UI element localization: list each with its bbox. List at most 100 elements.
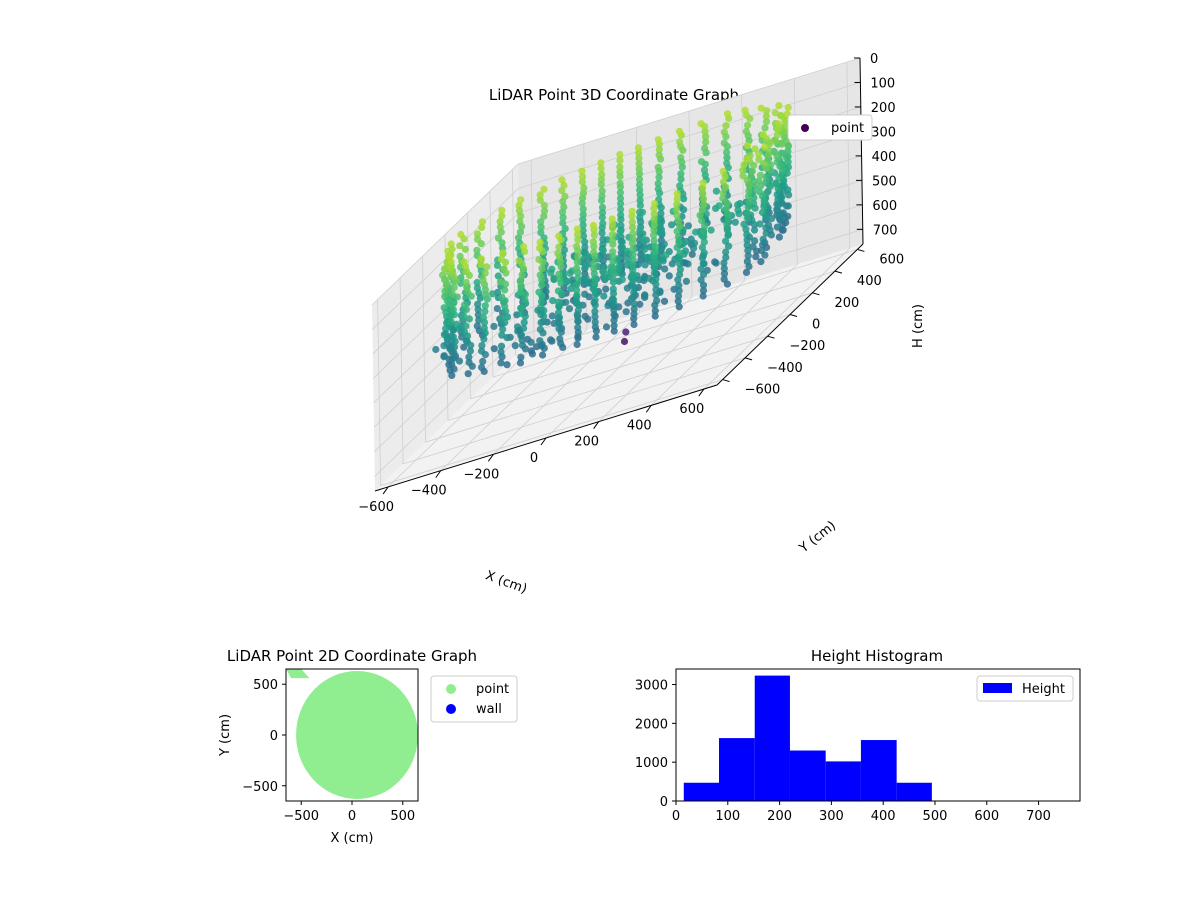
point-3d: [599, 268, 607, 276]
point-3d: [481, 302, 489, 310]
x-tick-label: 0: [672, 809, 680, 824]
y-tick: [812, 292, 820, 296]
point-3d: [758, 241, 767, 249]
point-3d: [654, 136, 662, 144]
point-3d: [447, 317, 455, 326]
point-3d: [654, 163, 662, 171]
point-3d: [675, 287, 683, 295]
point-3d: [635, 175, 644, 183]
point-3d: [497, 342, 506, 350]
point-3d: [675, 254, 683, 263]
grid-left-z: [374, 335, 522, 477]
point-3d: [536, 238, 544, 246]
y-tick-label: 0: [270, 729, 278, 744]
histogram-bar: [754, 675, 790, 801]
point-3d: [574, 306, 582, 314]
point-3d: [591, 301, 599, 309]
point-3d: [660, 240, 668, 248]
point-3d: [744, 203, 752, 211]
point-3d: [743, 209, 751, 217]
point-3d: [591, 307, 599, 315]
point-3d: [655, 146, 663, 154]
point-3d: [591, 318, 599, 326]
chart-2d-legend-marker-point: [446, 684, 456, 694]
point-3d: [707, 226, 715, 234]
point-3d: [699, 260, 707, 268]
z-tick-label: 600: [872, 199, 897, 214]
point-3d: [657, 210, 665, 218]
point-3d: [668, 221, 676, 229]
grid-floor-y: [380, 379, 723, 486]
chart-3d-legend-marker: [801, 124, 809, 132]
chart-2d-title: LiDAR Point 2D Coordinate Graph: [227, 647, 477, 665]
point-3d: [628, 218, 636, 226]
point-3d: [517, 309, 525, 318]
point-3d: [483, 263, 491, 271]
point-3d: [462, 322, 470, 330]
point-3d: [783, 154, 791, 162]
point-3d: [600, 292, 608, 300]
point-3d: [478, 347, 486, 355]
point-3d: [610, 316, 618, 324]
point-3d: [652, 275, 660, 283]
point-3d: [536, 191, 544, 199]
histogram-bar: [825, 761, 861, 801]
point-3d: [536, 337, 544, 345]
grid-left-y: [511, 169, 516, 356]
point-3d: [684, 260, 692, 268]
point-3d: [701, 128, 709, 136]
point-3d: [515, 257, 523, 265]
histogram-bar: [789, 750, 826, 801]
point-3d: [547, 269, 555, 277]
point-3d: [764, 151, 772, 159]
axis-z: [859, 57, 864, 245]
point-3d: [622, 308, 630, 316]
x-tick-label: 100: [715, 809, 740, 824]
point-3d: [720, 270, 729, 278]
point-3d: [629, 245, 637, 253]
point-3d: [477, 255, 485, 263]
point-3d: [628, 223, 637, 232]
point-3d: [651, 200, 659, 208]
point-3d: [698, 217, 706, 225]
point-3d: [514, 323, 522, 331]
chart-3d-legend-label: point: [831, 121, 864, 136]
point-3d: [651, 307, 659, 315]
point-3d: [650, 269, 659, 277]
point-3d: [442, 281, 450, 289]
histogram-bar: [896, 782, 932, 801]
grid-floor-y: [425, 335, 768, 443]
point-3d: [589, 221, 598, 230]
point-3d: [752, 253, 760, 261]
point-3d: [655, 173, 663, 181]
point-3d: [462, 278, 470, 287]
chart-3d-xlabel: X (cm): [483, 568, 529, 597]
x-tick-label: 700: [1026, 809, 1051, 824]
point-3d: [650, 221, 658, 229]
point-3d: [617, 221, 625, 230]
point-3d: [578, 173, 587, 181]
point-3d: [555, 319, 564, 327]
point-3d: [700, 270, 708, 278]
point-3d: [699, 227, 708, 235]
point-3d: [723, 280, 732, 288]
grid-back-z: [519, 131, 862, 238]
point-3d: [761, 143, 769, 151]
histogram-bars: [683, 675, 932, 801]
point-3d: [699, 287, 708, 295]
point-3d: [503, 361, 511, 369]
point-3d: [723, 159, 731, 167]
point-3d: [498, 293, 506, 301]
point-3d: [556, 335, 564, 343]
point-3d: [740, 161, 748, 169]
point-3d: [477, 240, 485, 248]
point-3d: [757, 182, 765, 190]
point-3d: [744, 121, 752, 129]
point-3d: [574, 236, 582, 244]
point-3d: [650, 237, 658, 245]
point-3d: [517, 196, 525, 204]
point-3d: [573, 286, 581, 294]
point-3d: [676, 182, 684, 190]
point-3d: [540, 212, 548, 220]
point-3d: [498, 331, 506, 339]
